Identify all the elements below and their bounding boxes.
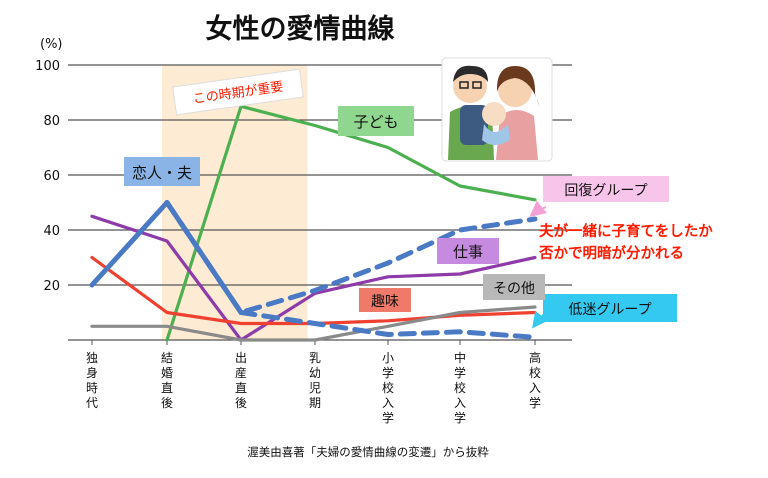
series-line-4 [90, 214, 537, 342]
y-tick-label: 20 [43, 279, 60, 294]
slump-arrow [532, 309, 549, 329]
x-tick-label: 小学校入学 [382, 351, 394, 425]
series-lines [89, 104, 538, 342]
label-box-slump-group [543, 294, 677, 322]
series-label-lover-husband: 恋人・夫 [132, 164, 192, 182]
x-tick-label: 中学校入学 [454, 350, 466, 425]
x-tick-label: 高校入学 [529, 350, 541, 410]
label-box-other [483, 274, 545, 300]
series-label-work: 仕事 [453, 243, 483, 261]
series-line-1 [164, 200, 538, 315]
y-tick-labels: 20 40 60 80 100 [35, 59, 60, 294]
source-caption: 渥美由喜著「夫婦の愛情曲線の変遷」から抜粋 [247, 445, 489, 459]
series-line-2 [238, 310, 538, 340]
label-box-recovery-group [543, 176, 669, 202]
label-box-children [338, 106, 414, 136]
x-tick-label: 独身時代 [86, 351, 98, 410]
series-label-hobby: 趣味 [371, 294, 399, 310]
chart-title: 女性の愛情曲線 [206, 13, 395, 45]
y-tick-label: 100 [35, 59, 60, 74]
y-tick-label: 80 [43, 114, 60, 129]
label-box-hobby [359, 288, 411, 312]
y-axis-unit: (%) [40, 37, 63, 52]
x-tick-label: 乳幼児期 [309, 351, 321, 410]
series-label-slump-group: 低迷グループ [568, 302, 651, 318]
annotation-line-2: 否かで明暗が分かれる [538, 244, 684, 262]
recovery-arrow [529, 200, 547, 218]
series-label-other: その他 [493, 281, 535, 297]
series-label-children: 子ども [353, 113, 398, 131]
y-tick-label: 40 [43, 224, 60, 239]
series-label-recovery-group: 回復グループ [564, 182, 647, 199]
annotation-line-1: 夫が一緒に子育てをしたか [539, 222, 713, 240]
x-tick-labels: 独身時代 結婚直後 出産直後 乳幼児期 小学校入学 中学校入学 高校入学 [86, 340, 541, 425]
y-tick-label: 60 [43, 169, 60, 184]
series-labels: 恋人・夫 回復グループ 低迷グループ 子ども 仕事 趣味 その他 この時期が重要 [124, 68, 677, 322]
x-tick-label: 結婚直後 [161, 351, 173, 410]
series-line-6 [90, 305, 537, 342]
label-box-work [437, 238, 499, 264]
series-line-3 [165, 104, 537, 342]
parents-with-baby-illustration [441, 57, 553, 162]
label-box-lover-husband [124, 157, 200, 186]
x-tick-label: 出産直後 [235, 351, 247, 410]
